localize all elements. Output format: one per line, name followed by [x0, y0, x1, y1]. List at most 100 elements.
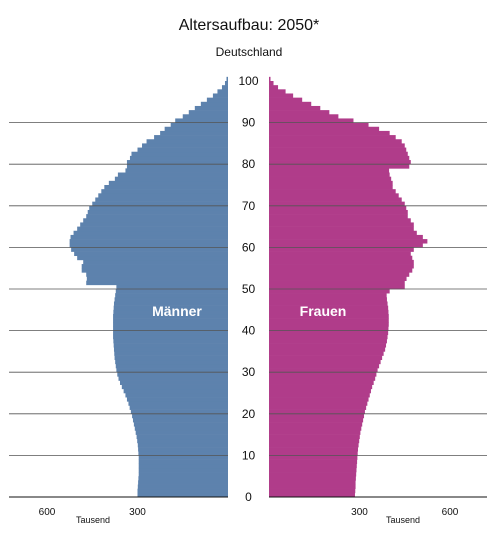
female-bar-age-27: [269, 380, 374, 385]
female-bar-age-38: [269, 334, 388, 340]
male-bar-age-28: [118, 376, 228, 381]
male-bar-age-38: [113, 334, 228, 340]
male-bar-age-24: [125, 393, 228, 398]
male-bar-age-4: [138, 476, 228, 481]
male-bar-age-53: [86, 272, 228, 277]
female-bar-age-43: [269, 313, 389, 319]
chart-subtitle: Deutschland: [216, 45, 283, 59]
male-bar-age-16: [134, 426, 228, 431]
female-bar-age-18: [269, 417, 364, 423]
male-bar-age-98: [221, 85, 228, 90]
male-bar-age-97: [217, 89, 228, 94]
male-bar-age-93: [194, 105, 228, 111]
female-bar-age-58: [269, 251, 411, 257]
male-bar-age-67: [86, 214, 228, 219]
male-bar-age-0: [137, 492, 228, 498]
female-bar-age-61: [269, 239, 428, 244]
female-bar-age-73: [269, 189, 396, 194]
male-bar-age-17: [133, 422, 228, 427]
female-bar-age-75: [269, 180, 393, 186]
male-bar-age-45: [113, 305, 228, 311]
male-bar-age-1: [137, 488, 228, 494]
age-tick-label-80: 80: [242, 157, 256, 171]
age-tick-label-10: 10: [242, 448, 256, 462]
female-bar-age-10: [269, 451, 358, 456]
female-bar-age-13: [269, 438, 360, 444]
female-bar-age-33: [269, 355, 383, 361]
male-bar-age-47: [114, 297, 228, 302]
x-tick-label-left-300: 300: [129, 507, 146, 518]
female-bar-age-19: [269, 413, 365, 419]
age-tick-label-90: 90: [242, 116, 256, 130]
female-bar-age-29: [269, 372, 377, 377]
female-bar-age-74: [269, 185, 393, 190]
male-bar-age-39: [113, 330, 228, 336]
male-bar-age-21: [129, 405, 228, 410]
male-bar-age-50: [116, 284, 228, 290]
female-bar-age-45: [269, 305, 389, 311]
male-bar-age-23: [126, 397, 228, 402]
female-bar-age-98: [269, 85, 279, 90]
male-bar-age-77: [117, 172, 228, 177]
female-bar-age-86: [269, 135, 396, 140]
female-bar-age-94: [269, 101, 312, 107]
male-bar-age-5: [138, 472, 228, 477]
male-bar-age-69: [89, 205, 228, 211]
female-bar-age-90: [269, 118, 354, 123]
female-bar-age-56: [269, 259, 414, 265]
male-bar-age-73: [101, 189, 228, 194]
female-bar-age-60: [269, 243, 423, 248]
male-bar-age-100: [226, 76, 228, 82]
female-bars: [269, 76, 428, 498]
female-bar-age-82: [269, 151, 408, 157]
female-bar-age-14: [269, 434, 360, 440]
female-bar-age-89: [269, 122, 369, 128]
female-bar-age-88: [269, 126, 380, 132]
male-bar-age-86: [154, 135, 228, 140]
male-bar-age-72: [98, 193, 229, 198]
male-bar-age-58: [74, 251, 229, 257]
female-bar-age-66: [269, 218, 411, 223]
female-bar-age-97: [269, 89, 286, 94]
male-bar-age-33: [114, 355, 228, 361]
male-bar-age-40: [113, 326, 228, 331]
male-bar-age-95: [206, 97, 228, 103]
male-bar-age-96: [212, 93, 228, 98]
male-bar-age-60: [69, 243, 228, 248]
male-bar-age-34: [114, 351, 228, 356]
female-bar-age-35: [269, 347, 386, 352]
age-tick-label-30: 30: [242, 365, 256, 379]
male-bar-age-64: [77, 226, 229, 232]
female-bar-age-69: [269, 205, 407, 211]
female-bar-age-80: [269, 160, 411, 165]
female-bar-age-41: [269, 322, 389, 327]
male-bar-age-80: [126, 160, 228, 165]
male-bar-age-61: [69, 239, 228, 244]
male-bar-age-12: [137, 442, 228, 448]
male-bar-age-59: [71, 247, 228, 252]
female-bar-age-12: [269, 442, 359, 448]
male-bar-age-55: [81, 264, 228, 269]
female-bar-age-52: [269, 276, 407, 281]
male-bar-age-13: [137, 438, 228, 444]
age-tick-label-70: 70: [242, 199, 256, 213]
male-bar-age-25: [123, 388, 228, 394]
male-bar-age-63: [73, 230, 229, 236]
chart-title: Altersaufbau: 2050*: [179, 17, 320, 34]
female-bar-age-0: [269, 492, 355, 498]
age-tick-label-40: 40: [242, 324, 256, 338]
age-tick-label-50: 50: [242, 282, 256, 296]
female-bar-age-54: [269, 268, 413, 273]
female-bar-age-20: [269, 409, 365, 415]
female-bar-age-11: [269, 447, 358, 452]
male-bar-age-83: [137, 147, 228, 153]
female-bar-age-40: [269, 326, 389, 331]
female-bar-age-59: [269, 247, 414, 252]
male-bar-age-11: [138, 447, 228, 452]
male-bar-age-82: [131, 151, 228, 157]
male-bar-age-92: [188, 110, 228, 115]
female-bar-age-6: [269, 467, 357, 473]
female-bar-age-63: [269, 230, 417, 236]
x-unit-label-left: Tausend: [76, 515, 110, 525]
male-bar-age-79: [126, 164, 228, 169]
